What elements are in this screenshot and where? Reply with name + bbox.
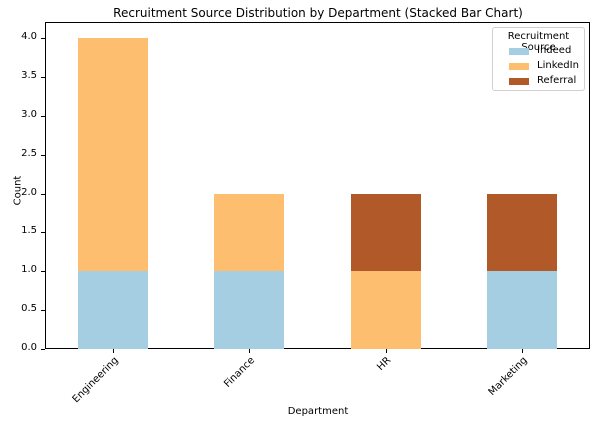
y-tick-mark [41, 349, 45, 350]
legend-label: Indeed [537, 45, 572, 56]
y-tick-mark [41, 310, 45, 312]
bar-engineering-linkedin [78, 38, 149, 272]
y-tick-mark [41, 193, 45, 195]
x-tick-label: Marketing [486, 355, 530, 399]
y-tick-label: 3.5 [21, 69, 37, 81]
bar-hr-linkedin [350, 271, 421, 349]
y-tick-label: 1.5 [21, 225, 37, 237]
y-tick-mark [41, 271, 45, 273]
legend-label: LinkedIn [537, 60, 579, 71]
legend-label: Referral [537, 75, 577, 86]
bar-marketing-indeed [486, 271, 557, 349]
legend-swatch [509, 78, 529, 85]
bar-engineering-indeed [78, 271, 149, 349]
bar-finance-linkedin [214, 193, 285, 272]
x-tick-label: Engineering [70, 355, 121, 406]
legend-swatch [509, 63, 529, 70]
bar-finance-indeed [214, 271, 285, 349]
legend: Recruitment Source Indeed LinkedIn Referra… [492, 27, 585, 91]
y-tick-mark [41, 76, 45, 78]
y-tick-label: 2.5 [21, 147, 37, 159]
x-tick-mark [113, 349, 115, 353]
y-tick-mark [41, 115, 45, 117]
y-tick-mark [41, 154, 45, 156]
y-tick-mark [41, 232, 45, 234]
y-tick-label: 1.0 [21, 264, 37, 276]
x-axis-label: Department [287, 406, 349, 417]
chart-title: Recruitment Source Distribution by Depar… [113, 6, 523, 20]
y-tick-label: 0.5 [21, 303, 37, 315]
x-tick-mark [521, 349, 523, 353]
y-tick-label: 4.0 [21, 31, 37, 42]
y-tick-label: 3.0 [21, 108, 37, 120]
bar-marketing-referral [486, 193, 557, 272]
y-tick-mark [41, 38, 45, 39]
bar-hr-referral [350, 193, 421, 272]
x-tick-mark [385, 349, 387, 353]
y-tick-label: 0.0 [21, 342, 37, 353]
plot-area [45, 22, 590, 349]
legend-swatch [509, 48, 529, 55]
legend-title: Recruitment Source [507, 31, 570, 53]
x-tick-label: HR [375, 355, 394, 374]
x-tick-mark [249, 349, 251, 353]
y-tick-label: 2.0 [21, 186, 37, 198]
x-tick-label: Finance [222, 355, 258, 390]
